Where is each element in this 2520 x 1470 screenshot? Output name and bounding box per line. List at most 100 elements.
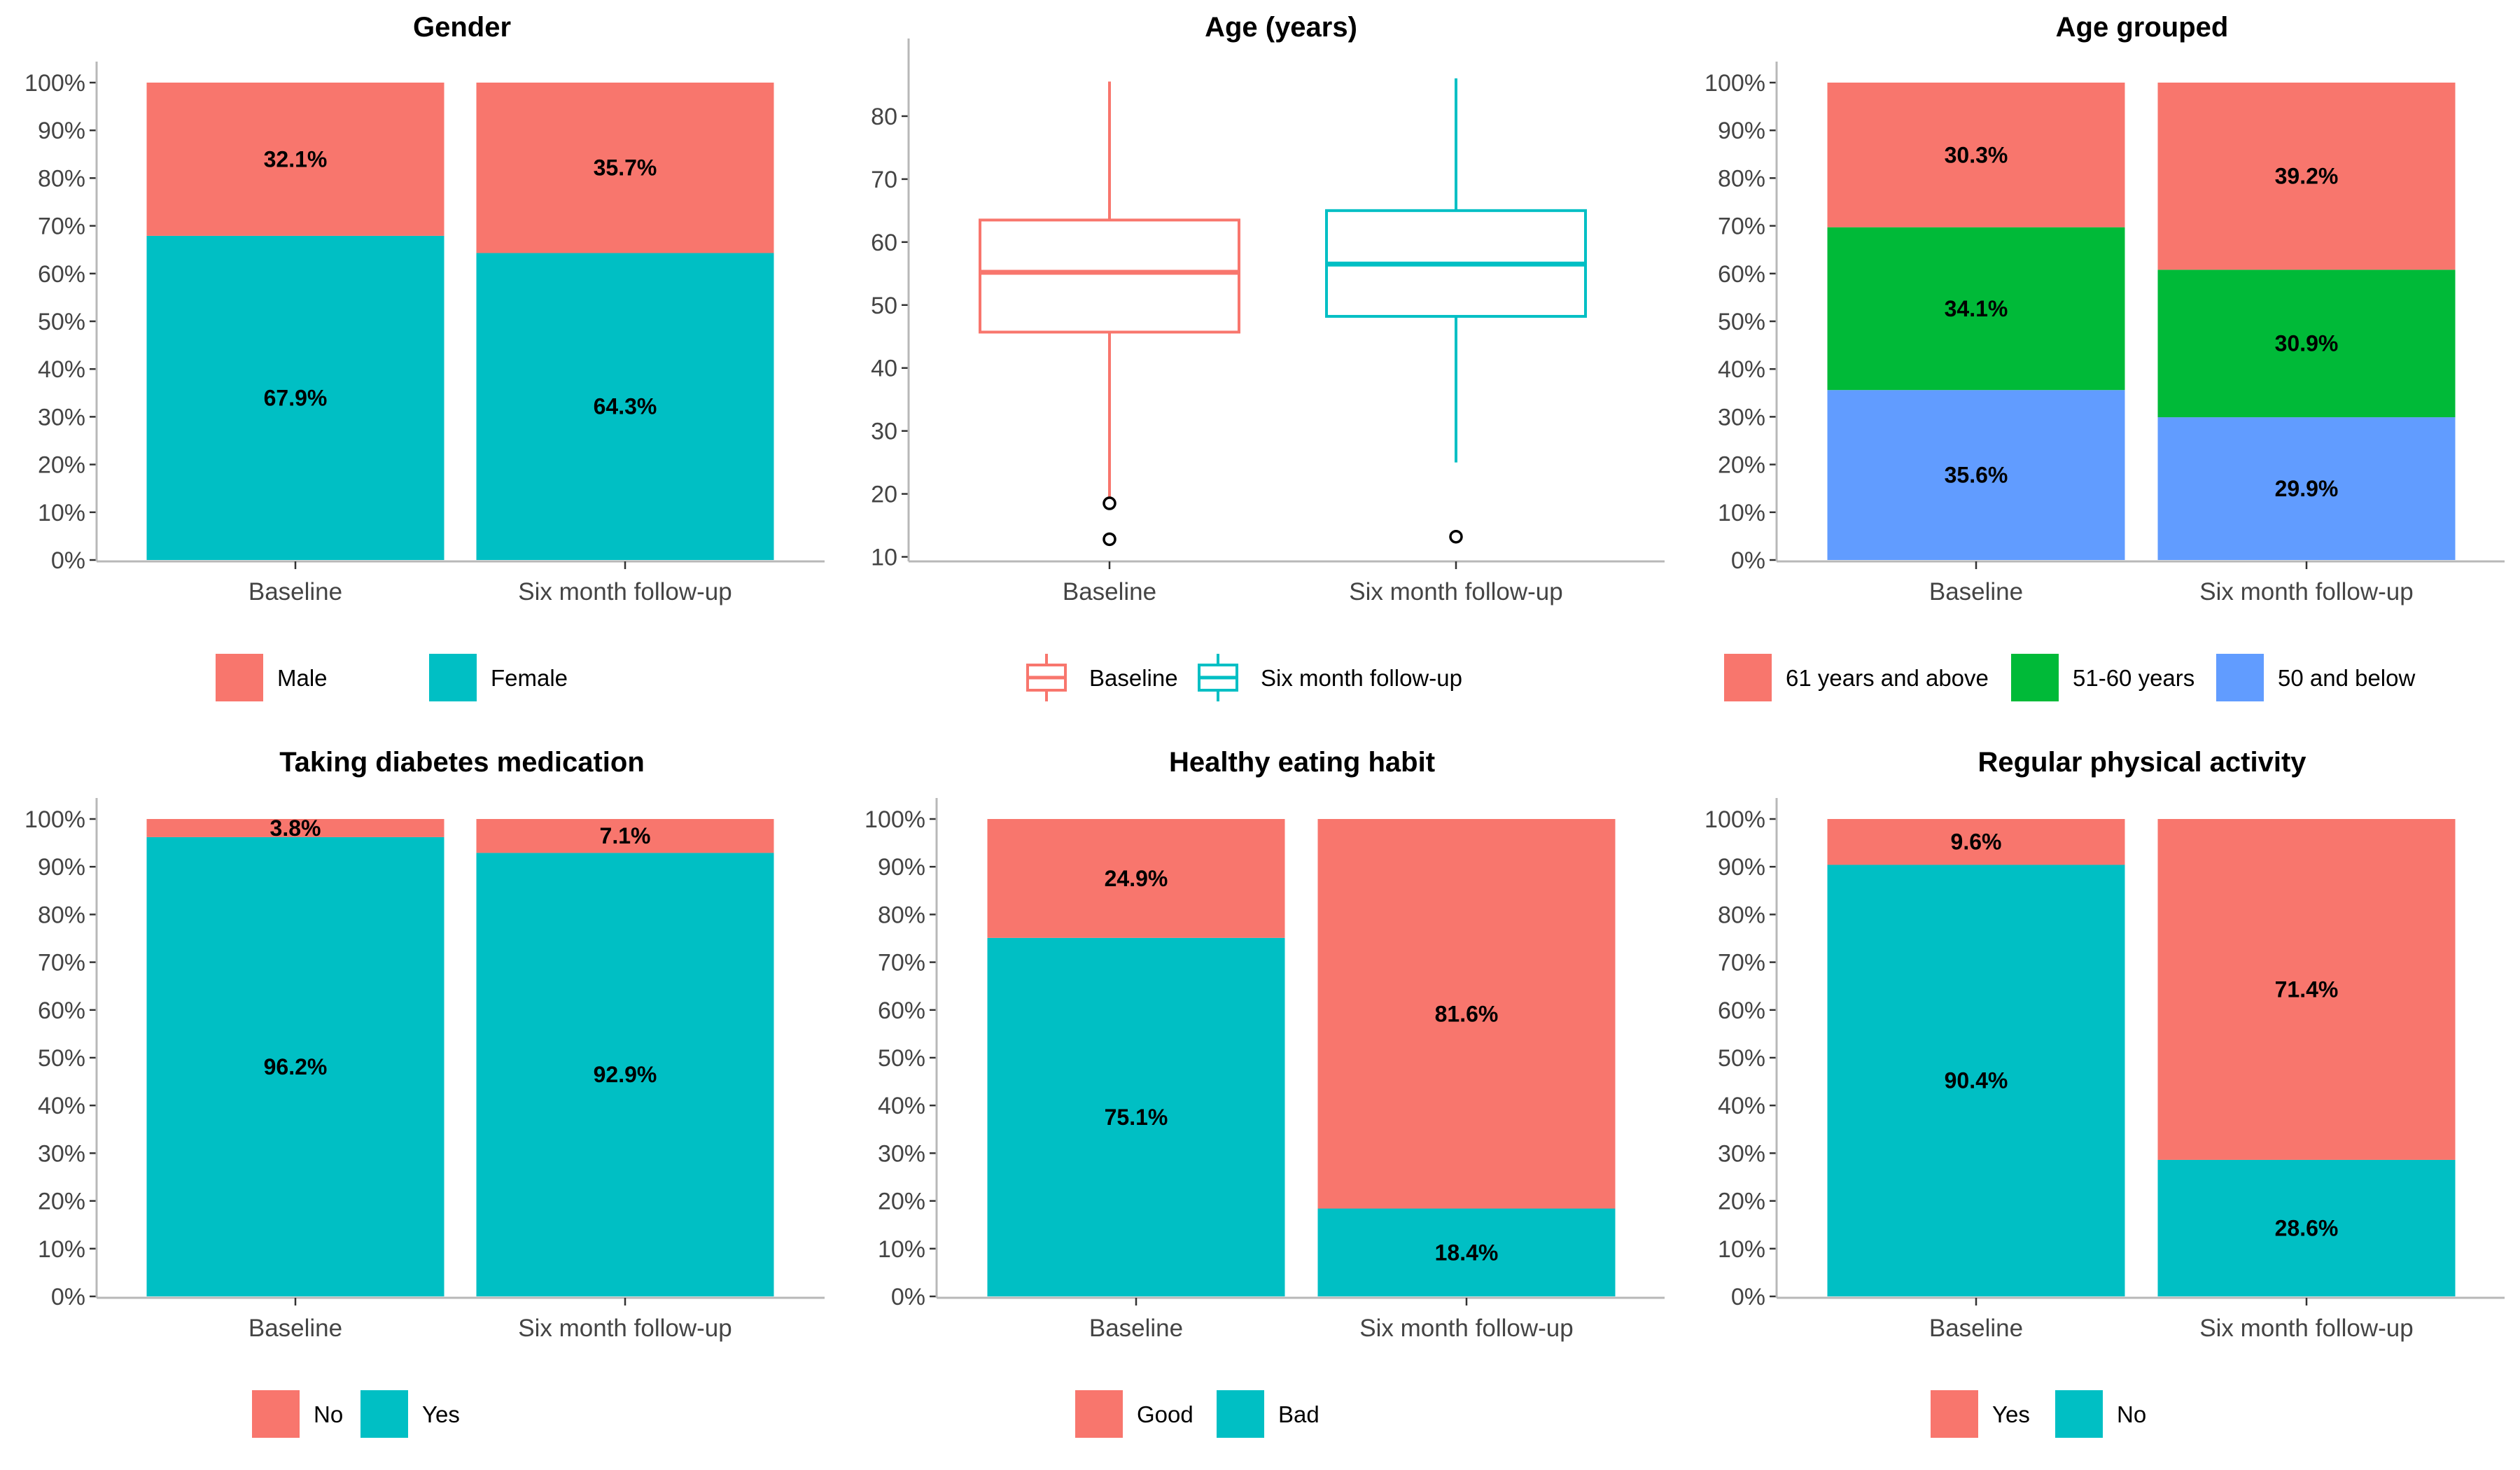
- legend-swatch: [2216, 654, 2264, 701]
- y-tick-label: 40%: [38, 356, 85, 383]
- panel-physical-activity: 0% 10% 20% 30% 40% 50% 60% 70% 80% 90% 100% 90.4% 9.…: [1704, 798, 2505, 1438]
- y-tick-label: 20%: [878, 1189, 925, 1215]
- y-tick-label: 100%: [864, 806, 925, 833]
- legend-age: Baseline Six month follow-up: [1026, 654, 1462, 701]
- y-tick-label: 50%: [878, 1045, 925, 1072]
- panel-title-healthy-eating: Healthy eating habit: [1169, 747, 1435, 778]
- bar-segment: [1827, 227, 2125, 391]
- y-tick-label: 70%: [1718, 950, 1765, 976]
- legend-age-grouped: 61 years and above 51-60 years 50 and belo…: [1724, 654, 2415, 701]
- panel-title-gender: Gender: [413, 12, 511, 43]
- x-tick-label: Baseline: [1063, 578, 1156, 606]
- y-tick-label: 30: [871, 419, 897, 445]
- bar-segment: [987, 819, 1285, 938]
- legend-label: 50 and below: [2278, 665, 2415, 691]
- y-tick-label: 10%: [38, 500, 85, 526]
- x-tick-label: Six month follow-up: [2199, 1315, 2413, 1342]
- data-label: 24.9%: [1105, 866, 1168, 891]
- legend-diabetes-medication: No Yes: [252, 1390, 460, 1438]
- legend-swatch: [2011, 654, 2059, 701]
- y-tick-label: 0%: [891, 1284, 925, 1310]
- bar-segment: [1317, 1208, 1616, 1296]
- y-tick-label: 90%: [1718, 854, 1765, 881]
- y-tick-label: 50%: [1718, 309, 1765, 335]
- data-label: 67.9%: [264, 385, 328, 410]
- panel-age-grouped: 0% 10% 20% 30% 40% 50% 60% 70% 80% 90% 100% 35.6% 34…: [1704, 62, 2505, 701]
- y-tick-label: 80%: [1718, 902, 1765, 928]
- bar-segment: [476, 819, 774, 853]
- x-tick-label: Six month follow-up: [2199, 578, 2413, 606]
- y-tick-label: 20: [871, 482, 897, 508]
- legend-swatch: [252, 1390, 300, 1438]
- legend-label: Female: [491, 665, 568, 691]
- legend-physical-activity: Yes No: [1931, 1390, 2146, 1438]
- y-tick-label: 60%: [38, 261, 85, 288]
- data-label: 81.6%: [1435, 1001, 1499, 1026]
- panel-age: 10 20 30 40 50 60 70 80 Baseline Six month follow…: [871, 38, 1665, 701]
- legend-label: No: [2117, 1401, 2146, 1427]
- y-tick-label: 100%: [24, 806, 85, 833]
- data-label: 3.8%: [270, 816, 321, 841]
- y-tick-label: 60%: [38, 997, 85, 1024]
- y-tick-label: 0%: [51, 547, 85, 574]
- legend-swatch: [1931, 1390, 1978, 1438]
- y-tick-label: 80%: [878, 902, 925, 928]
- data-label: 30.3%: [1945, 142, 2008, 167]
- y-tick-label: 30%: [1718, 1140, 1765, 1167]
- data-label: 35.7%: [594, 155, 657, 181]
- outlier-point: [1102, 532, 1116, 547]
- bar-segment: [2157, 83, 2456, 270]
- legend-swatch: [1217, 1390, 1264, 1438]
- legend-label: Baseline: [1089, 665, 1178, 691]
- panel-healthy-eating: 0% 10% 20% 30% 40% 50% 60% 70% 80% 90% 100% 75.1% 24…: [864, 798, 1665, 1438]
- legend-label: Good: [1137, 1401, 1194, 1427]
- box-baseline: [979, 81, 1240, 547]
- y-tick-label: 10%: [878, 1236, 925, 1263]
- bar-segment: [1827, 390, 2125, 560]
- y-tick-label: 10: [871, 545, 897, 571]
- legend-label: Bad: [1278, 1401, 1320, 1427]
- y-tick-label: 30%: [878, 1140, 925, 1167]
- y-tick-label: 80%: [38, 902, 85, 928]
- x-tick-label: Six month follow-up: [1349, 578, 1562, 606]
- x-tick-label: Baseline: [248, 578, 342, 606]
- bar-segment: [476, 83, 774, 253]
- bar-segment: [2157, 270, 2456, 418]
- y-tick-label: 0%: [51, 1284, 85, 1310]
- y-tick-label: 70%: [1718, 214, 1765, 240]
- y-tick-label: 40%: [38, 1093, 85, 1119]
- bar-segment: [476, 853, 774, 1296]
- panel-title-age: Age (years): [1205, 12, 1357, 43]
- iqr-box: [979, 218, 1240, 334]
- panel-title-physical-activity: Regular physical activity: [1977, 747, 2306, 778]
- y-tick-label: 70: [871, 167, 897, 193]
- x-tick-label: Baseline: [248, 1315, 342, 1342]
- y-tick-label: 60%: [1718, 261, 1765, 288]
- bar-segment: [476, 253, 774, 560]
- legend-swatch: [2055, 1390, 2103, 1438]
- y-tick-label: 30%: [38, 404, 85, 430]
- bar-segment: [1317, 819, 1616, 1209]
- legend-label: 51-60 years: [2073, 665, 2194, 691]
- data-label: 29.9%: [2275, 476, 2339, 501]
- y-tick-label: 40: [871, 356, 897, 382]
- legend-label: Six month follow-up: [1261, 665, 1462, 691]
- y-tick-label: 80%: [1718, 165, 1765, 192]
- y-tick-label: 0%: [1731, 547, 1765, 574]
- legend-swatch: [1724, 654, 1772, 701]
- legend-label: No: [314, 1401, 343, 1427]
- legend-swatch: [216, 654, 263, 701]
- y-tick-label: 40%: [878, 1093, 925, 1119]
- y-tick-label: 90%: [38, 854, 85, 881]
- bar-segment: [146, 819, 444, 837]
- y-tick-label: 90%: [878, 854, 925, 881]
- x-tick-label: Baseline: [1929, 578, 2023, 606]
- data-label: 28.6%: [2275, 1215, 2339, 1240]
- y-tick-label: 100%: [24, 70, 85, 97]
- legend-swatch: [360, 1390, 408, 1438]
- bar-segment: [146, 83, 444, 236]
- y-tick-label: 70%: [38, 214, 85, 240]
- x-tick-label: Baseline: [1929, 1315, 2023, 1342]
- data-label: 35.6%: [1945, 463, 2008, 488]
- legend-label: 61 years and above: [1786, 665, 1989, 691]
